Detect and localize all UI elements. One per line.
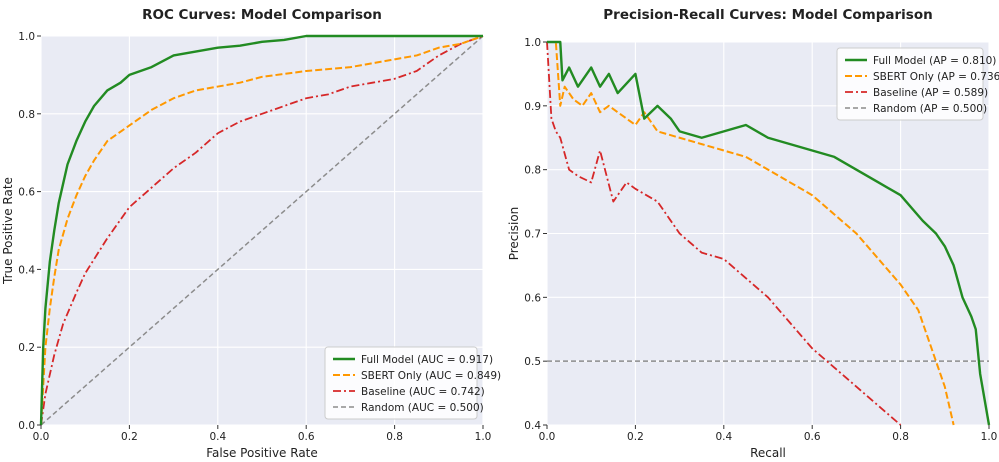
- pr-chart-panel: 0.0 0.2 0.4 0.6 0.8 1.0 0.4 0.5 0.6 0.7 …: [507, 7, 999, 460]
- pr-y-tick-label: 0.6: [524, 292, 541, 304]
- pr-legend-entry-full-model: Full Model (AP = 0.810): [845, 55, 996, 67]
- roc-x-tick-label: 0.2: [121, 431, 138, 443]
- pr-y-tick-label: 1.0: [524, 37, 541, 49]
- roc-y-tick-label: 0.0: [18, 420, 35, 432]
- pr-chart-title: Precision-Recall Curves: Model Compariso…: [603, 7, 932, 23]
- pr-tick-marks: [543, 41, 990, 429]
- pr-legend-entry-random: Random (AP = 0.500): [845, 103, 987, 115]
- pr-y-tick-label: 0.7: [524, 229, 541, 241]
- roc-y-tick-label: 0.2: [18, 342, 35, 354]
- roc-x-tick-labels: 0.0 0.2 0.4 0.6 0.8 1.0: [33, 431, 492, 443]
- pr-legend: Full Model (AP = 0.810) SBERT Only (AP =…: [836, 47, 999, 121]
- roc-series-full-model-line: [39, 34, 483, 426]
- roc-legend-label-baseline: Baseline (AUC = 0.742): [361, 386, 485, 398]
- pr-x-tick-label: 1.0: [981, 431, 998, 443]
- roc-y-tick-labels: 0.0 0.2 0.4 0.6 0.8 1.0: [18, 31, 35, 432]
- roc-y-tick-label: 0.4: [18, 264, 35, 276]
- pr-series-full-model-line: [547, 40, 991, 426]
- roc-series-baseline-line: [40, 35, 484, 426]
- pr-legend-entry-sbert-only: SBERT Only (AP = 0.736): [845, 71, 999, 83]
- roc-x-tick-label: 0.4: [209, 431, 226, 443]
- roc-legend-label-random: Random (AUC = 0.500): [361, 402, 484, 414]
- pr-legend-label-full-model: Full Model (AP = 0.810): [873, 55, 996, 67]
- pr-y-tick-label: 0.9: [524, 101, 541, 113]
- pr-x-tick-label: 0.4: [715, 431, 732, 443]
- roc-series-sbert-only-line: [40, 35, 484, 426]
- roc-chart-title: ROC Curves: Model Comparison: [142, 7, 382, 23]
- roc-x-tick-label: 0.0: [33, 431, 50, 443]
- pr-legend-entry-baseline: Baseline (AP = 0.589): [845, 87, 988, 99]
- pr-legend-label-sbert-only: SBERT Only (AP = 0.736): [873, 71, 999, 83]
- roc-x-tick-label: 1.0: [475, 431, 492, 443]
- pr-x-tick-label: 0.0: [539, 431, 556, 443]
- roc-y-tick-label: 0.6: [18, 187, 35, 199]
- pr-y-tick-labels: 0.4 0.5 0.6 0.7 0.8 0.9 1.0: [524, 37, 541, 432]
- pr-y-axis-label: Precision: [507, 207, 521, 261]
- pr-legend-box: [836, 47, 984, 121]
- pr-x-tick-label: 0.2: [627, 431, 644, 443]
- roc-legend-label-sbert-only: SBERT Only (AUC = 0.849): [361, 370, 501, 382]
- roc-legend-label-full-model: Full Model (AUC = 0.917): [361, 354, 493, 366]
- roc-x-tick-label: 0.8: [386, 431, 403, 443]
- roc-y-tick-label: 1.0: [18, 31, 35, 43]
- pr-x-tick-label: 0.6: [804, 431, 821, 443]
- roc-legend-entry-full-model: Full Model (AUC = 0.917): [333, 354, 493, 366]
- pr-x-tick-label: 0.8: [892, 431, 909, 443]
- roc-y-axis-label: True Positive Rate: [1, 177, 15, 285]
- roc-series-random-line: [40, 35, 484, 426]
- pr-y-tick-label: 0.4: [524, 420, 541, 432]
- pr-series-sbert-only-line: [547, 41, 955, 426]
- roc-tick-marks: [37, 35, 484, 429]
- pr-legend-label-random: Random (AP = 0.500): [873, 103, 987, 115]
- roc-y-tick-label: 0.8: [18, 109, 35, 121]
- pr-series-group: [546, 40, 991, 426]
- roc-legend-entry-sbert-only: SBERT Only (AUC = 0.849): [333, 370, 501, 382]
- roc-chart-panel: 0.0 0.2 0.4 0.6 0.8 1.0 0.0 0.2 0.4 0.6 …: [1, 7, 501, 460]
- pr-x-tick-labels: 0.0 0.2 0.4 0.6 0.8 1.0: [539, 431, 998, 443]
- roc-series-group: [39, 34, 484, 426]
- pr-y-tick-label: 0.8: [524, 165, 541, 177]
- roc-legend: Full Model (AUC = 0.917) SBERT Only (AUC…: [324, 346, 501, 420]
- pr-legend-label-baseline: Baseline (AP = 0.589): [873, 87, 988, 99]
- pr-x-axis-label: Recall: [750, 446, 786, 460]
- roc-x-axis-label: False Positive Rate: [206, 446, 318, 460]
- roc-x-tick-label: 0.6: [298, 431, 315, 443]
- roc-legend-box: [324, 346, 478, 420]
- roc-legend-entry-random: Random (AUC = 0.500): [333, 402, 484, 414]
- pr-series-baseline-line: [546, 41, 902, 426]
- roc-legend-entry-baseline: Baseline (AUC = 0.742): [333, 386, 485, 398]
- pr-y-tick-label: 0.5: [524, 356, 541, 368]
